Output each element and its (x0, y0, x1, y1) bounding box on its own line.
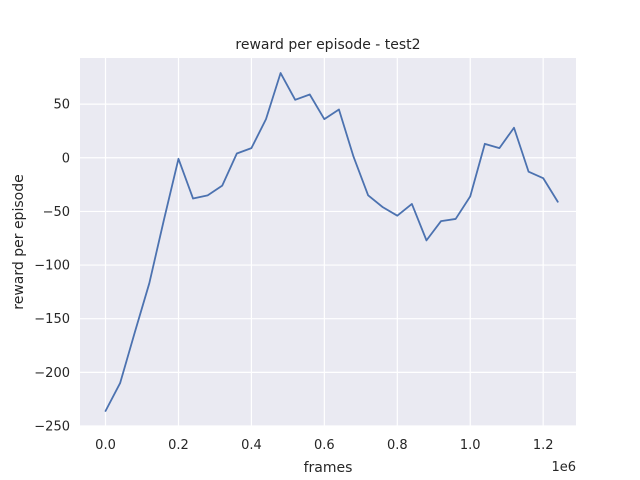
y-tick-labels: −250 −200 −150 −100 −50 0 50 (34, 98, 70, 435)
y-tick-label: −150 (34, 312, 70, 327)
y-tick-label: −100 (34, 259, 70, 274)
y-tick-label: −250 (34, 420, 70, 435)
chart-title: reward per episode - test2 (235, 37, 420, 53)
plot-area (80, 58, 576, 426)
x-tick-labels: 0.0 0.2 0.4 0.6 0.8 1.0 1.2 (95, 438, 553, 453)
series-layer (104, 72, 559, 412)
y-tick-label: −50 (43, 205, 70, 220)
x-offset-text: 1e6 (551, 460, 576, 475)
y-tick-label: −200 (34, 366, 70, 381)
y-grid (80, 103, 576, 427)
y-axis-label: reward per episode (11, 174, 27, 309)
x-tick-label: 0.8 (387, 438, 408, 453)
x-tick-label: 1.0 (460, 438, 481, 453)
x-tick-label: 0.6 (314, 438, 335, 453)
x-tick-label: 1.2 (533, 438, 554, 453)
x-axis-label: frames (304, 460, 353, 476)
series-line (104, 72, 559, 412)
x-tick-label: 0.0 (95, 438, 116, 453)
x-tick-label: 0.2 (168, 438, 189, 453)
x-tick-label: 0.4 (241, 438, 262, 453)
y-tick-label: 50 (53, 98, 70, 113)
y-tick-label: 0 (62, 151, 70, 166)
